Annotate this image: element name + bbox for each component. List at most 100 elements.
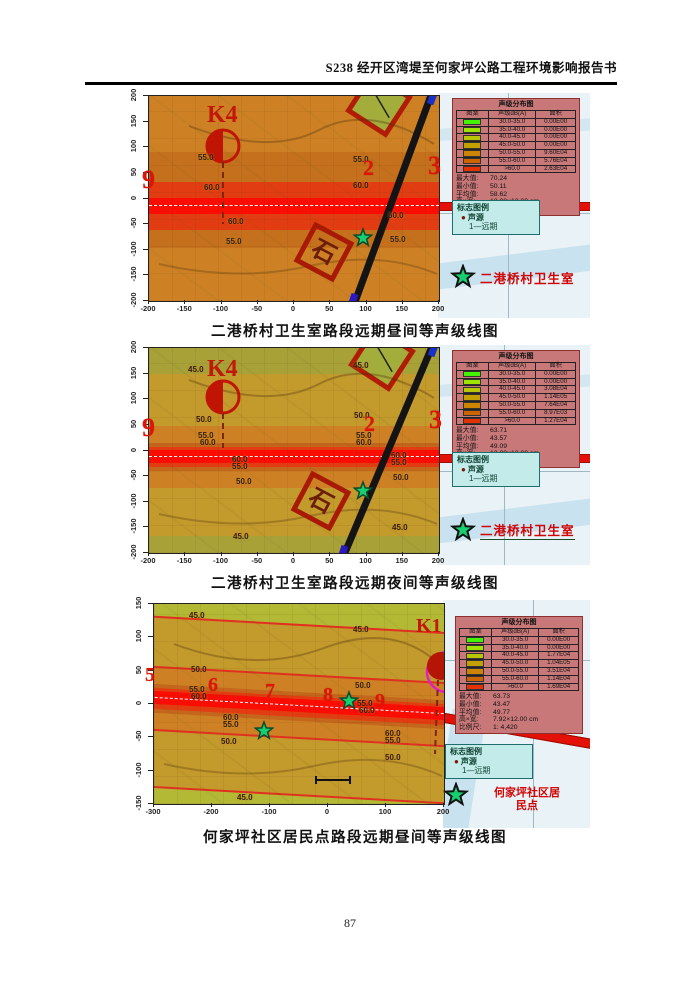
x-axis-tick [443,803,444,807]
noise-legend-panel: 声级分布图 图案 声级dB(A) 面积 30.0-35.0 0.00E00 35.0-40… [455,616,583,735]
contour-value-label: 60.0 [391,451,407,460]
page-number: 87 [344,916,356,930]
x-axis-tick [220,552,222,556]
x-axis-tick [293,300,294,304]
x-axis-tick-label: -300 [145,807,161,816]
y-axis-tick-label: 50 [133,665,143,674]
chainage-label: K4 [207,356,238,382]
marker-legend-box: 标志图例 ● 声源 1—远期 [445,744,533,779]
y-axis-tick [143,526,148,528]
contour-value-label: 55.0 [390,235,406,244]
road-kilometer-numeral: 9 [375,690,385,712]
crossing-road-black [341,348,436,553]
x-axis-tick [184,552,186,556]
y-axis-tick-label: -50 [133,730,143,742]
legend-row: >60.0 2.63E04 [456,164,576,174]
y-axis-tick [143,171,148,173]
x-axis-tick [329,300,331,304]
legend-title: 声级分布图 [498,353,534,360]
noise-contour-plot: 石 K4 [148,347,440,554]
x-axis-tick [327,803,328,807]
road-centerline [149,205,439,206]
legend-row: >60.0 1.69E04 [459,682,579,692]
marker-legend-title: 标志图例 [457,455,489,464]
marker-legend-box: 标志图例 ● 声源 1—远期 [452,452,540,487]
map-decorations: 石 K4 [158,96,438,301]
contour-value-label: 60.0 [385,729,401,738]
road-kilometer-numeral: 2 [364,411,375,436]
legend-stat: 最大值: 63.71 [456,427,508,435]
legend-stat: 最小值: 43.57 [456,434,508,442]
x-axis-tick [256,300,258,304]
contour-value-label: 60.0 [223,713,239,722]
contour-value-label: 50.0 [355,681,371,690]
crossing-road-blue-tip [427,348,438,358]
y-axis-tick [143,347,148,348]
y-axis-tick [143,552,148,553]
poi-star [450,517,476,542]
y-axis-tick [143,398,148,400]
figure-caption: 何家坪社区居民点路段远期昼间等声级线图 [203,830,507,846]
poi-star [443,782,469,807]
x-axis-tick-label: 50 [325,556,334,565]
x-axis-tick [148,300,149,304]
x-axis-tick [153,803,154,807]
source-label: 声源 [467,464,484,474]
y-axis-tick [143,372,148,374]
contour-value-label: 55.0 [232,462,248,471]
contour-value-label: 60.0 [232,455,248,464]
contour-value-label: 45.0 [233,532,249,541]
y-axis-tick [143,120,148,122]
x-axis-tick [365,552,367,556]
x-axis-tick-label: -150 [176,556,192,565]
sensitive-point-star [352,226,374,248]
x-axis-tick-label: 100 [359,556,372,565]
x-axis-tick [365,300,367,304]
contour-value-label: 55.0 [226,237,242,246]
x-axis-tick-label: -200 [140,304,156,313]
y-axis-tick [143,300,148,301]
legend-row: >60.0 1.27E04 [456,416,576,426]
poi-star [450,264,476,289]
figure-caption: 二港桥村卫生室路段远期夜间等声级线图 [211,576,499,592]
x-axis-tick-label: 50 [325,304,334,313]
road-kilometer-numeral: 9 [142,413,155,442]
legend-stat: 最小值: 43.47 [459,700,511,708]
x-axis-tick [438,552,439,556]
y-axis-tick [143,449,148,451]
contour-value-label: 45.0 [189,611,205,620]
magenta-ring [425,650,444,694]
map-decorations: K1 [163,615,444,784]
contour-value-label: 60.0 [353,181,369,190]
x-axis-tick-label: 100 [359,304,372,313]
x-axis-tick-label: -100 [212,304,229,313]
legend-table: 图案 声级dB(A) 面积 30.0-35.0 0.00E00 35.0-40.0 0.00… [459,628,579,692]
x-axis-tick-label: -100 [261,807,277,816]
legend-stat: 平均值: 58.62 [456,190,508,198]
road-kilometer-numeral: 8 [323,684,333,706]
legend-row: 30.0-35.0 0.00E00 [459,635,579,645]
x-axis-tick [401,300,403,304]
contour-value-label: 55.0 [385,736,401,745]
contour-value-label: 55.0 [198,153,214,162]
crossing-road-blue-tip [348,292,359,301]
chainage-label: K4 [207,102,238,128]
sensitive-point-star [352,479,374,501]
y-axis-tick [148,603,153,604]
contour-value-label: 60.0 [359,706,375,715]
source-bullet: ● [461,464,466,474]
legend-row: 55.0-60.0 1.14E04 [459,674,579,684]
x-axis-tick-label: 150 [395,556,409,565]
x-axis-tick-label: 0 [324,807,330,816]
legend-stat: 最大值: 63.73 [459,693,511,701]
contour-value-label: 55.0 [223,720,239,729]
contour-value-label: 55.0 [198,431,214,440]
y-axis-tick [143,197,148,199]
period-label: 1—远期 [469,474,498,483]
contour-value-label: 45.0 [237,793,253,802]
legend-stat: 高×宽: 7.92×12.00 cm [459,716,539,724]
y-axis-tick [143,248,148,250]
legend-title: 声级分布图 [501,619,537,626]
contour-value-label: 60.0 [200,438,216,447]
